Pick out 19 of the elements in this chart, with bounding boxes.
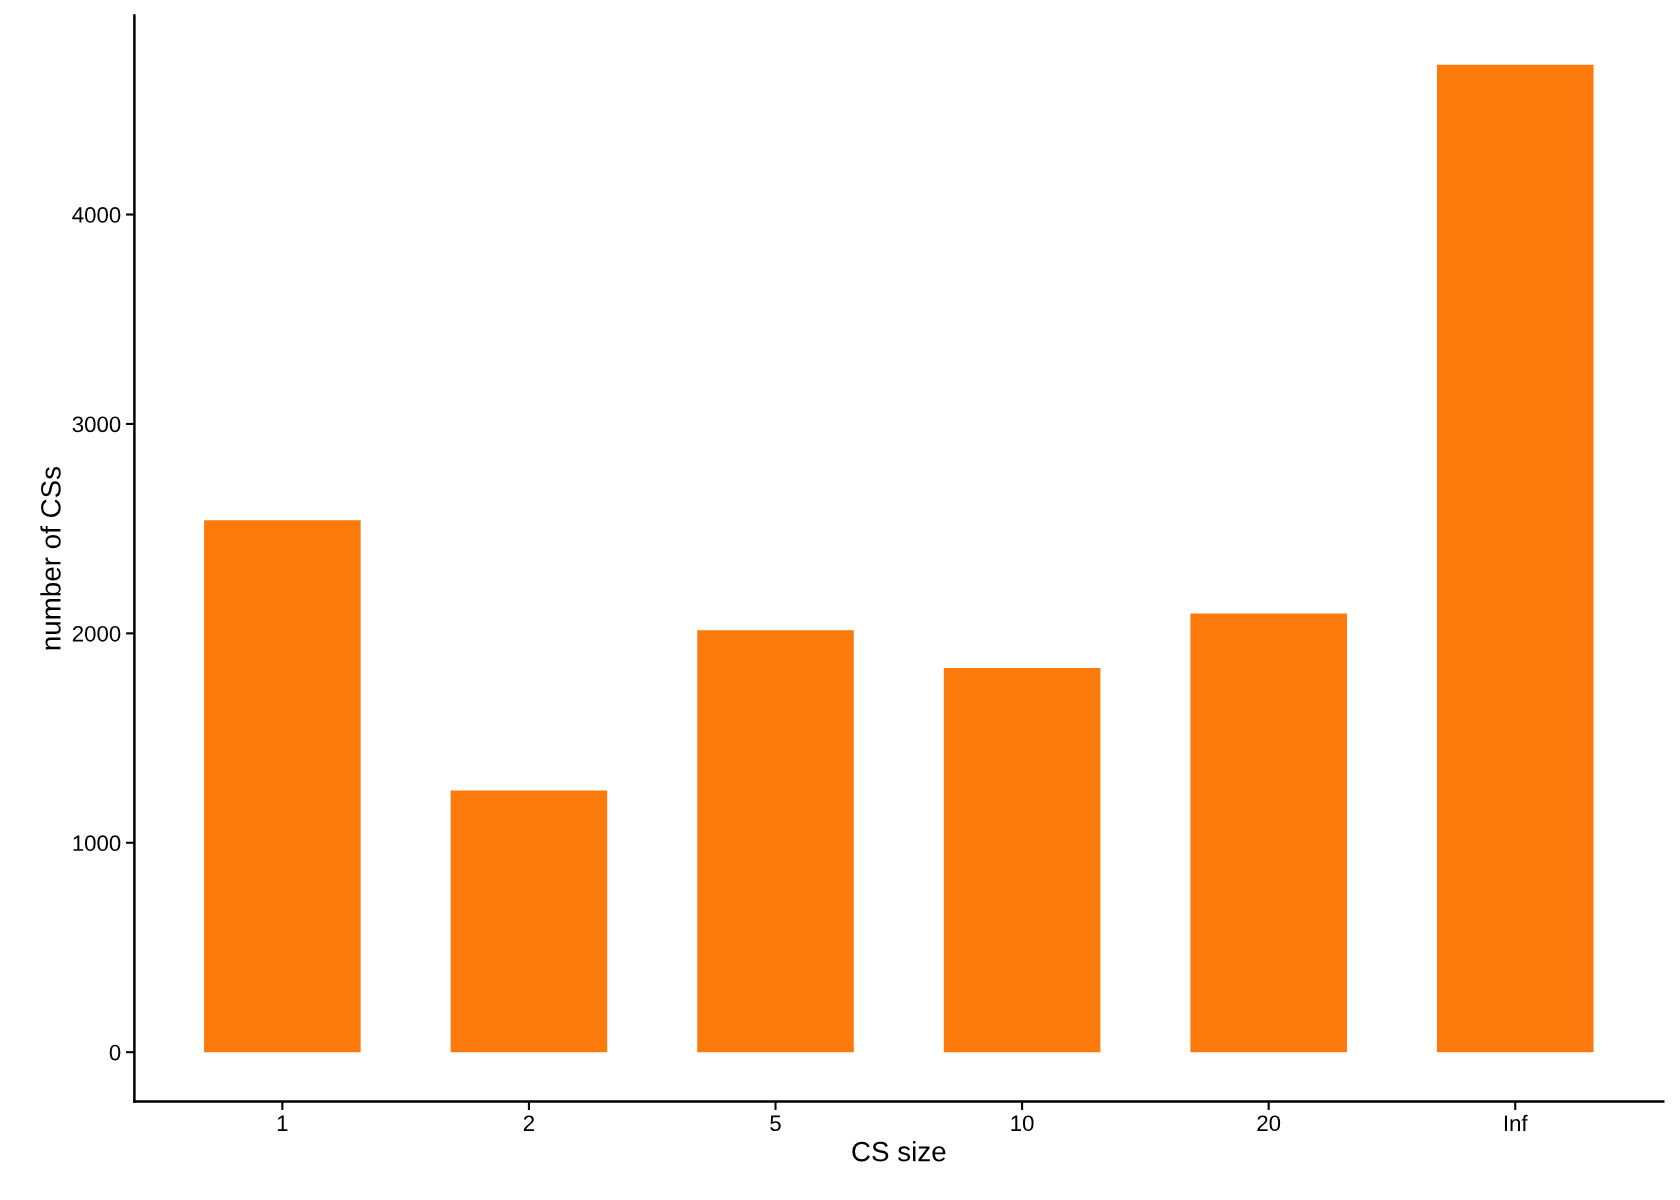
x-tick-label: 2 [523,1115,534,1131]
y-axis-title: number of CSs [40,466,61,650]
y-tick-label: 4000 [72,207,121,223]
x-tick-label: 1 [277,1115,288,1131]
y-tick-label: 2000 [72,625,121,642]
bar [1436,64,1594,1053]
y-tick-label: 1000 [73,835,121,852]
x-axis-title: CS size [852,1141,946,1162]
bar [204,520,361,1053]
bar [450,790,608,1053]
y-tick-label: 0 [109,1044,121,1061]
bar [697,630,854,1053]
x-tick-label: 10 [1011,1115,1034,1132]
y-tick-label: 3000 [72,416,121,433]
x-tick-label: Inf [1504,1114,1528,1131]
bar [943,667,1101,1053]
x-tick-label: 20 [1257,1115,1281,1132]
x-tick-label: 5 [770,1115,781,1132]
bar [1190,613,1347,1053]
